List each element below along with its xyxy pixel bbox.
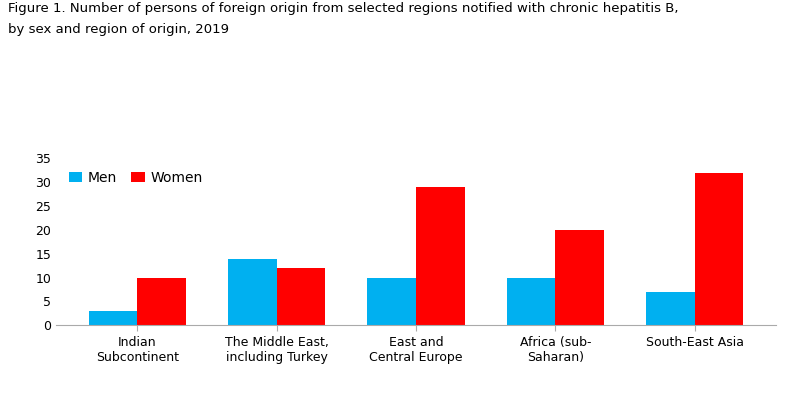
Bar [506,278,555,325]
Bar [555,230,604,325]
Bar [89,311,138,325]
Bar [694,173,743,325]
Bar [646,292,694,325]
Bar [138,278,186,325]
Bar [228,259,277,325]
Text: by sex and region of origin, 2019: by sex and region of origin, 2019 [8,23,229,36]
Bar [277,268,326,325]
Bar [367,278,416,325]
Text: Figure 1. Number of persons of foreign origin from selected regions notified wit: Figure 1. Number of persons of foreign o… [8,2,678,15]
Legend: Men, Women: Men, Women [63,166,208,191]
Bar [416,187,465,325]
